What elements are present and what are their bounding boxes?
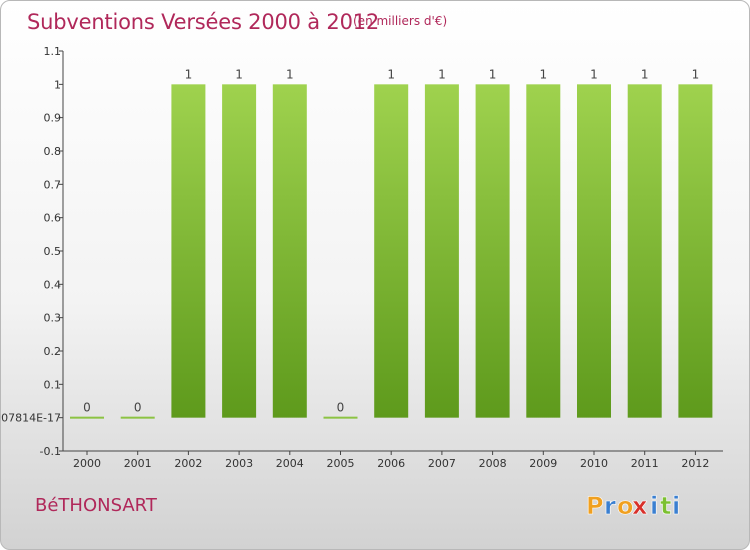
y-tick-label: 1.1 (44, 45, 62, 58)
bar-2008 (475, 84, 510, 418)
logo-letter: P (586, 492, 604, 520)
data-label-2012: 1 (692, 67, 700, 81)
data-label-2005: 0 (337, 401, 345, 415)
x-tick-label-2003: 2003 (225, 457, 253, 470)
x-tick-label-2011: 2011 (631, 457, 659, 470)
x-tick-label-2006: 2006 (377, 457, 405, 470)
y-tick-label: 0.7 (44, 178, 62, 191)
data-label-2010: 1 (590, 67, 598, 81)
logo-letter: t (660, 492, 671, 520)
bar-2009 (526, 84, 561, 418)
bar-2007 (424, 84, 459, 418)
y-tick-label: 0.6 (44, 212, 62, 225)
x-tick-label-2005: 2005 (327, 457, 355, 470)
y-tick-label: 0.1 (44, 378, 62, 391)
data-label-2000: 0 (83, 401, 91, 415)
data-label-2002: 1 (185, 67, 193, 81)
data-label-2006: 1 (387, 67, 395, 81)
y-tick-label: 0.3 (44, 312, 62, 325)
logo-letter: i (650, 492, 658, 520)
y-tick-label: 0.8 (44, 145, 62, 158)
y-tick-label: 0.9 (44, 112, 62, 125)
data-label-2009: 1 (539, 67, 547, 81)
x-tick-label-2008: 2008 (479, 457, 507, 470)
bar-2006 (374, 84, 409, 418)
bar-2012 (678, 84, 713, 418)
y-tick-label: 1.3877787807814E-17 (1, 412, 61, 425)
bar-2005 (323, 416, 358, 419)
logo-letter: o (617, 492, 634, 520)
data-label-2004: 1 (286, 67, 294, 81)
data-label-2007: 1 (438, 67, 446, 81)
bar-2004 (272, 84, 307, 418)
x-tick-label-2001: 2001 (124, 457, 152, 470)
y-tick-label: 0.5 (44, 245, 62, 258)
bar-2002 (171, 84, 206, 418)
bar-2003 (222, 84, 257, 418)
logo-letter: i (672, 492, 680, 520)
logo-letter: x (632, 492, 648, 520)
y-tick-label: 1 (54, 78, 61, 91)
y-tick-label: 0.4 (44, 278, 62, 291)
data-label-2003: 1 (235, 67, 243, 81)
x-tick-label-2007: 2007 (428, 457, 456, 470)
data-label-2011: 1 (641, 67, 649, 81)
logo-letter: r (604, 492, 616, 520)
commune-name: BéTHONSART (35, 495, 157, 516)
y-tick-label: -0.1 (40, 445, 61, 458)
x-tick-label-2009: 2009 (529, 457, 557, 470)
chart-unit: (en milliers d'€) (353, 14, 448, 28)
x-tick-label-2010: 2010 (580, 457, 608, 470)
x-tick-label-2012: 2012 (681, 457, 709, 470)
chart-title: Subventions Versées 2000 à 2012 (27, 10, 380, 34)
bar-2001 (120, 416, 155, 419)
bar-2000 (70, 416, 104, 419)
y-tick-label: 0.2 (44, 345, 62, 358)
bar-2011 (627, 84, 662, 418)
data-label-2008: 1 (489, 67, 497, 81)
data-label-2001: 0 (134, 401, 142, 415)
x-tick-label-2002: 2002 (174, 457, 202, 470)
bar-2010 (577, 84, 611, 418)
x-tick-label-2000: 2000 (73, 457, 101, 470)
x-tick-label-2004: 2004 (276, 457, 304, 470)
